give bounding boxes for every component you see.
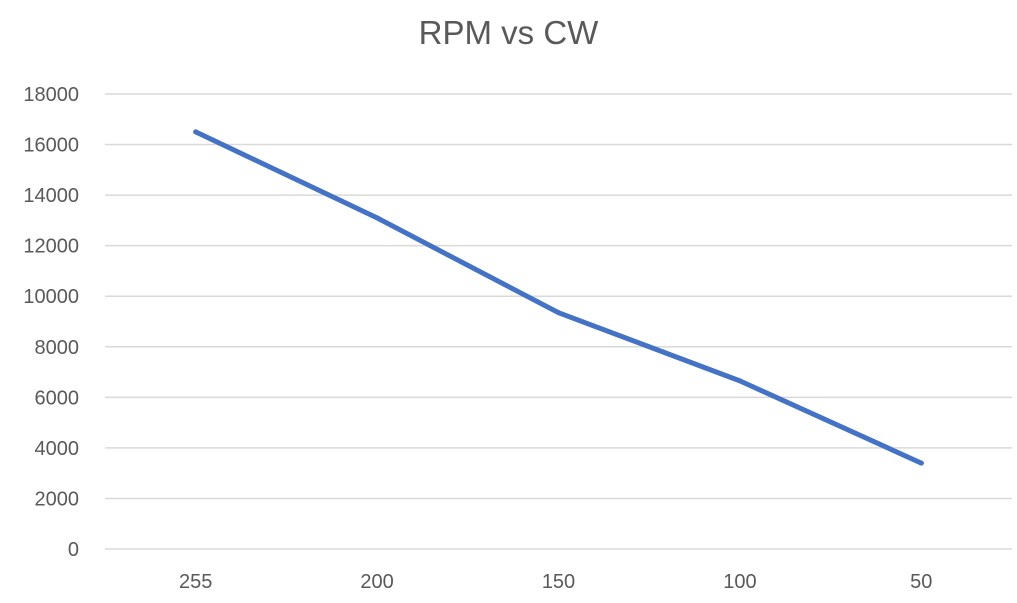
data-point [374,215,380,221]
y-axis-ticks: 0 2000 4000 6000 8000 10000 12000 14000 16000 180… [23,84,79,561]
y-tick-label: 16000 [23,135,79,157]
y-tick-label: 14000 [23,185,79,207]
x-tick-label: 50 [910,571,932,593]
x-tick-label: 100 [723,571,756,593]
y-tick-label: 4000 [35,438,80,460]
y-tick-label: 2000 [35,488,80,510]
y-tick-label: 0 [68,539,79,561]
grid-lines [105,93,1012,550]
chart-title: RPM vs CW [418,14,599,51]
data-point [556,310,561,316]
x-tick-label: 255 [179,571,212,593]
data-point [737,378,743,384]
x-tick-label: 150 [542,571,575,593]
y-tick-label: 18000 [23,84,79,106]
series-line [193,129,924,466]
y-tick-label: 12000 [23,236,79,258]
y-tick-label: 10000 [23,286,79,308]
series-layer [193,129,924,466]
x-tick-label: 200 [360,571,393,593]
y-tick-label: 6000 [35,387,80,409]
data-point [918,460,924,466]
data-point [193,129,199,135]
x-axis-ticks: 255 200 150 100 50 [179,571,932,593]
y-tick-label: 8000 [35,337,80,359]
